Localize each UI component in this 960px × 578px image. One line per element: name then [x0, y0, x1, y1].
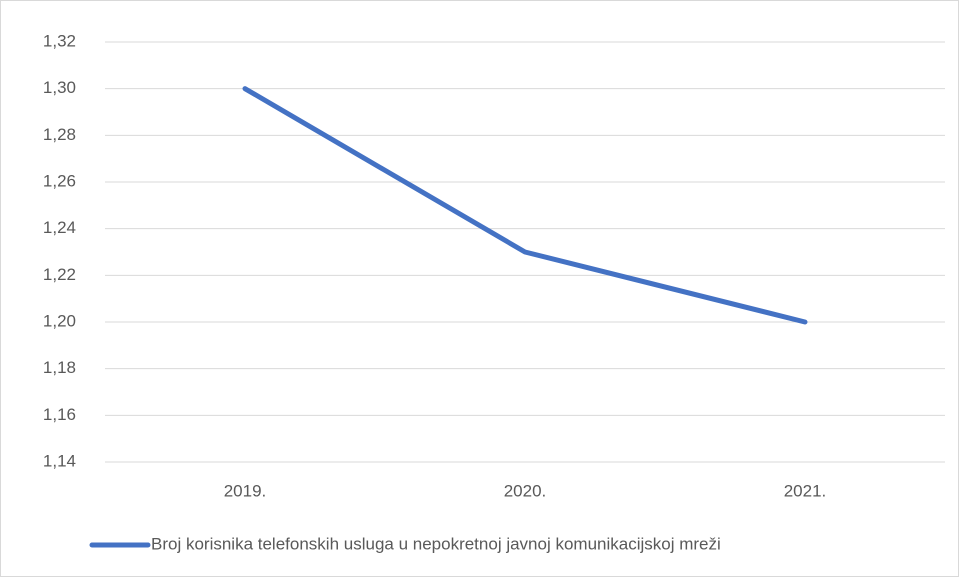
- y-tick-label: 1,18: [43, 358, 76, 377]
- legend-label: Broj korisnika telefonskih usluga u nepo…: [151, 534, 721, 553]
- x-tick-label: 2021.: [784, 481, 827, 500]
- series-line: [242, 86, 808, 325]
- y-tick-label: 1,24: [43, 218, 76, 237]
- y-tick-label: 1,22: [43, 265, 76, 284]
- y-tick-label: 1,26: [43, 171, 76, 190]
- x-tick-label: 2020.: [504, 481, 547, 500]
- y-tick-label: 1,32: [43, 31, 76, 50]
- y-tick-label: 1,20: [43, 311, 76, 330]
- y-tick-label: 1,14: [43, 451, 76, 470]
- x-tick-label: 2019.: [224, 481, 267, 500]
- y-tick-label: 1,28: [43, 125, 76, 144]
- y-tick-label: 1,16: [43, 405, 76, 424]
- y-tick-label: 1,30: [43, 78, 76, 97]
